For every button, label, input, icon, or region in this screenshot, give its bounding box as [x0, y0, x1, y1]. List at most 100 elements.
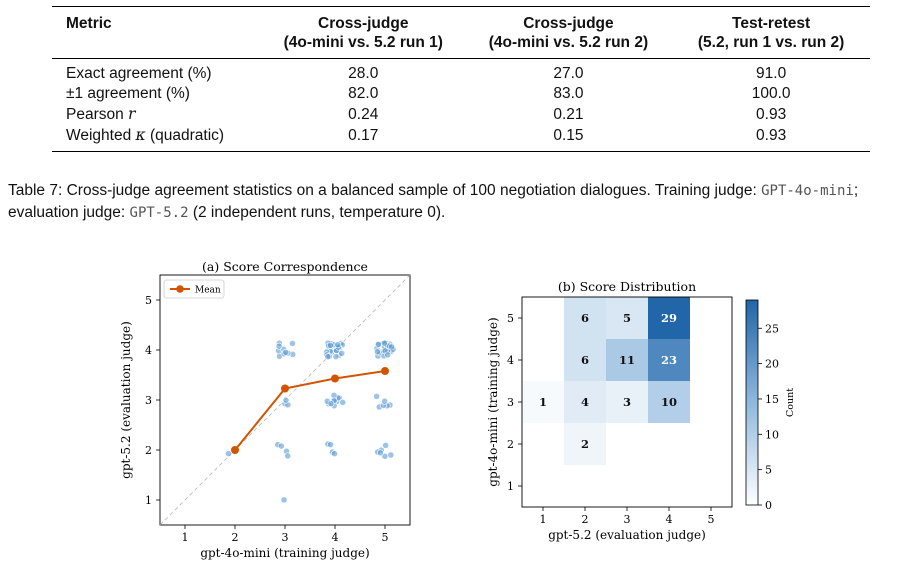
- table-cell: 91.0: [756, 65, 787, 82]
- heatmap-cell: [564, 423, 606, 465]
- heatmap-cell-label: 6: [581, 353, 589, 367]
- caption-text: ; evaluation judge:: [8, 182, 859, 221]
- header-cross-judge-run1-line2: (4o-mini vs. 5.2 run 1): [283, 34, 443, 51]
- table-cell: 27.0: [553, 65, 584, 82]
- x-tick-label: 2: [232, 531, 239, 544]
- scatter-point: [373, 348, 381, 356]
- colorbar-tick-label: 20: [765, 358, 779, 371]
- y-tick-label: 1: [507, 480, 514, 493]
- scatter-point: [338, 349, 346, 357]
- y-tick-label: 4: [145, 344, 152, 357]
- y-tick-label: 1: [145, 494, 152, 507]
- scatter-point: [387, 451, 395, 459]
- scatter-legend: Mean: [163, 279, 225, 299]
- table-row: Pearson r 0.24 0.21 0.93: [52, 104, 870, 125]
- table-cell: 100.0: [751, 85, 791, 102]
- scatter-point: [388, 343, 395, 351]
- scatter-point: [282, 396, 290, 404]
- scatter-point: [327, 341, 334, 349]
- scatter-point: [381, 397, 389, 405]
- table-row: Weighted κ (quadratic) 0.17 0.15 0.93: [52, 125, 870, 152]
- scatter-title: (a) Score Correspondence: [202, 259, 368, 274]
- heatmap-cell-label: 23: [661, 353, 677, 367]
- scatter-point: [324, 353, 332, 361]
- table-cell: 83.0: [553, 85, 584, 102]
- mean-point: [381, 367, 389, 375]
- heatmap-cell-label: 2: [581, 437, 589, 451]
- x-tick-label: 2: [582, 513, 589, 526]
- x-tick-label: 5: [382, 531, 389, 544]
- heatmap-cell: [606, 339, 648, 381]
- colorbar-label: Count: [785, 388, 796, 417]
- table-row: Exact agreement (%) 28.0 27.0 91.0: [52, 58, 870, 85]
- row-metric-label: ±1 agreement (%): [66, 85, 190, 102]
- agreement-table: Metric Cross-judge (4o-mini vs. 5.2 run …: [52, 6, 870, 152]
- heatmap-cell-label: 6: [581, 311, 589, 325]
- table-caption: Table 7: Cross-judge agreement statistic…: [8, 180, 913, 224]
- colorbar-tick-label: 25: [765, 322, 779, 335]
- mean-point: [281, 384, 289, 393]
- table-row: ±1 agreement (%) 82.0 83.0 100.0: [52, 84, 870, 104]
- heatmap-cell: [606, 297, 648, 339]
- row-metric-label: Pearson r: [52, 104, 262, 125]
- scatter-point: [327, 441, 334, 449]
- heatmap-cell-label: 3: [623, 395, 631, 409]
- heatmap-cell-label: 11: [619, 353, 635, 367]
- table-header-row: Metric Cross-judge (4o-mini vs. 5.2 run …: [52, 6, 870, 59]
- heatmap-cell-label: 29: [661, 311, 677, 325]
- legend-marker-swatch: [176, 285, 184, 293]
- scatter-panel: 1 2 3 4 5 1 2 3 4 5 (a) Score Correspondence gpt-4o…: [119, 259, 411, 560]
- heatmap-cell: [648, 381, 690, 423]
- scatter-point: [384, 351, 392, 359]
- scatter-point: [277, 442, 285, 450]
- y-tick-label: 5: [145, 294, 152, 307]
- heatmap-cell-label: 10: [661, 395, 677, 409]
- table-cell: 0.93: [756, 126, 787, 144]
- scatter-point: [289, 340, 296, 347]
- header-test-retest: Test-retest (5.2, run 1 vs. run 2): [672, 7, 870, 59]
- x-tick-label: 3: [282, 531, 289, 544]
- caption-text: (2 independent runs, temperature 0).: [188, 204, 446, 221]
- heatmap-cell: [522, 381, 564, 423]
- scatter-point: [381, 339, 388, 347]
- scatter-y-axis-label: gpt-5.2 (evaluation judge): [119, 321, 133, 479]
- table-cell: 0.93: [756, 105, 787, 123]
- header-cross-judge-run2: Cross-judge (4o-mini vs. 5.2 run 2): [465, 7, 673, 59]
- y-tick-label: 3: [145, 394, 152, 407]
- scatter-point: [282, 348, 290, 356]
- heatmap-cell: [606, 381, 648, 423]
- scatter-point: [339, 399, 347, 406]
- legend-box: [163, 279, 225, 299]
- x-tick-label: 3: [624, 513, 631, 526]
- colorbar-tick-label: 10: [765, 428, 779, 441]
- mean-point: [331, 374, 339, 383]
- colorbar: [745, 299, 759, 506]
- table-cell: 0.17: [348, 126, 379, 144]
- y-tick-label: 2: [145, 444, 152, 457]
- caption-text: Table 7: Cross-judge agreement statistic…: [8, 182, 762, 199]
- header-metric: Metric: [66, 15, 112, 32]
- x-tick-label: 1: [540, 513, 547, 526]
- caption-code-training: GPT-4o-mini: [761, 183, 854, 199]
- header-test-retest-line2: (5.2, run 1 vs. run 2): [697, 34, 845, 51]
- metrics-table-wrap: Metric Cross-judge (4o-mini vs. 5.2 run …: [52, 6, 870, 152]
- metric-symbol: κ: [135, 126, 146, 144]
- mean-line: [234, 370, 386, 451]
- header-cross-judge-run2-line1: Cross-judge: [523, 15, 614, 32]
- metric-label-text: Pearson: [66, 106, 129, 123]
- header-cross-judge-run2-line2: (4o-mini vs. 5.2 run 2): [488, 34, 649, 51]
- scatter-point: [275, 342, 283, 350]
- table-cell: 0.24: [348, 105, 379, 123]
- scatter-point: [284, 452, 292, 460]
- x-tick-label: 4: [666, 513, 673, 526]
- row-metric-label: Weighted κ (quadratic): [52, 125, 262, 152]
- table-cell: 28.0: [348, 65, 379, 82]
- colorbar-tick-label: 5: [765, 464, 772, 477]
- heatmap-cell-label: 5: [623, 311, 631, 325]
- y-tick-label: 2: [507, 438, 514, 451]
- header-test-retest-line1: Test-retest: [732, 15, 811, 32]
- scatter-point: [330, 391, 338, 399]
- scatter-x-axis-label: gpt-4o-mini (training judge): [200, 546, 369, 560]
- heatmap-cell: [648, 297, 690, 339]
- table-cell: 0.15: [553, 126, 584, 144]
